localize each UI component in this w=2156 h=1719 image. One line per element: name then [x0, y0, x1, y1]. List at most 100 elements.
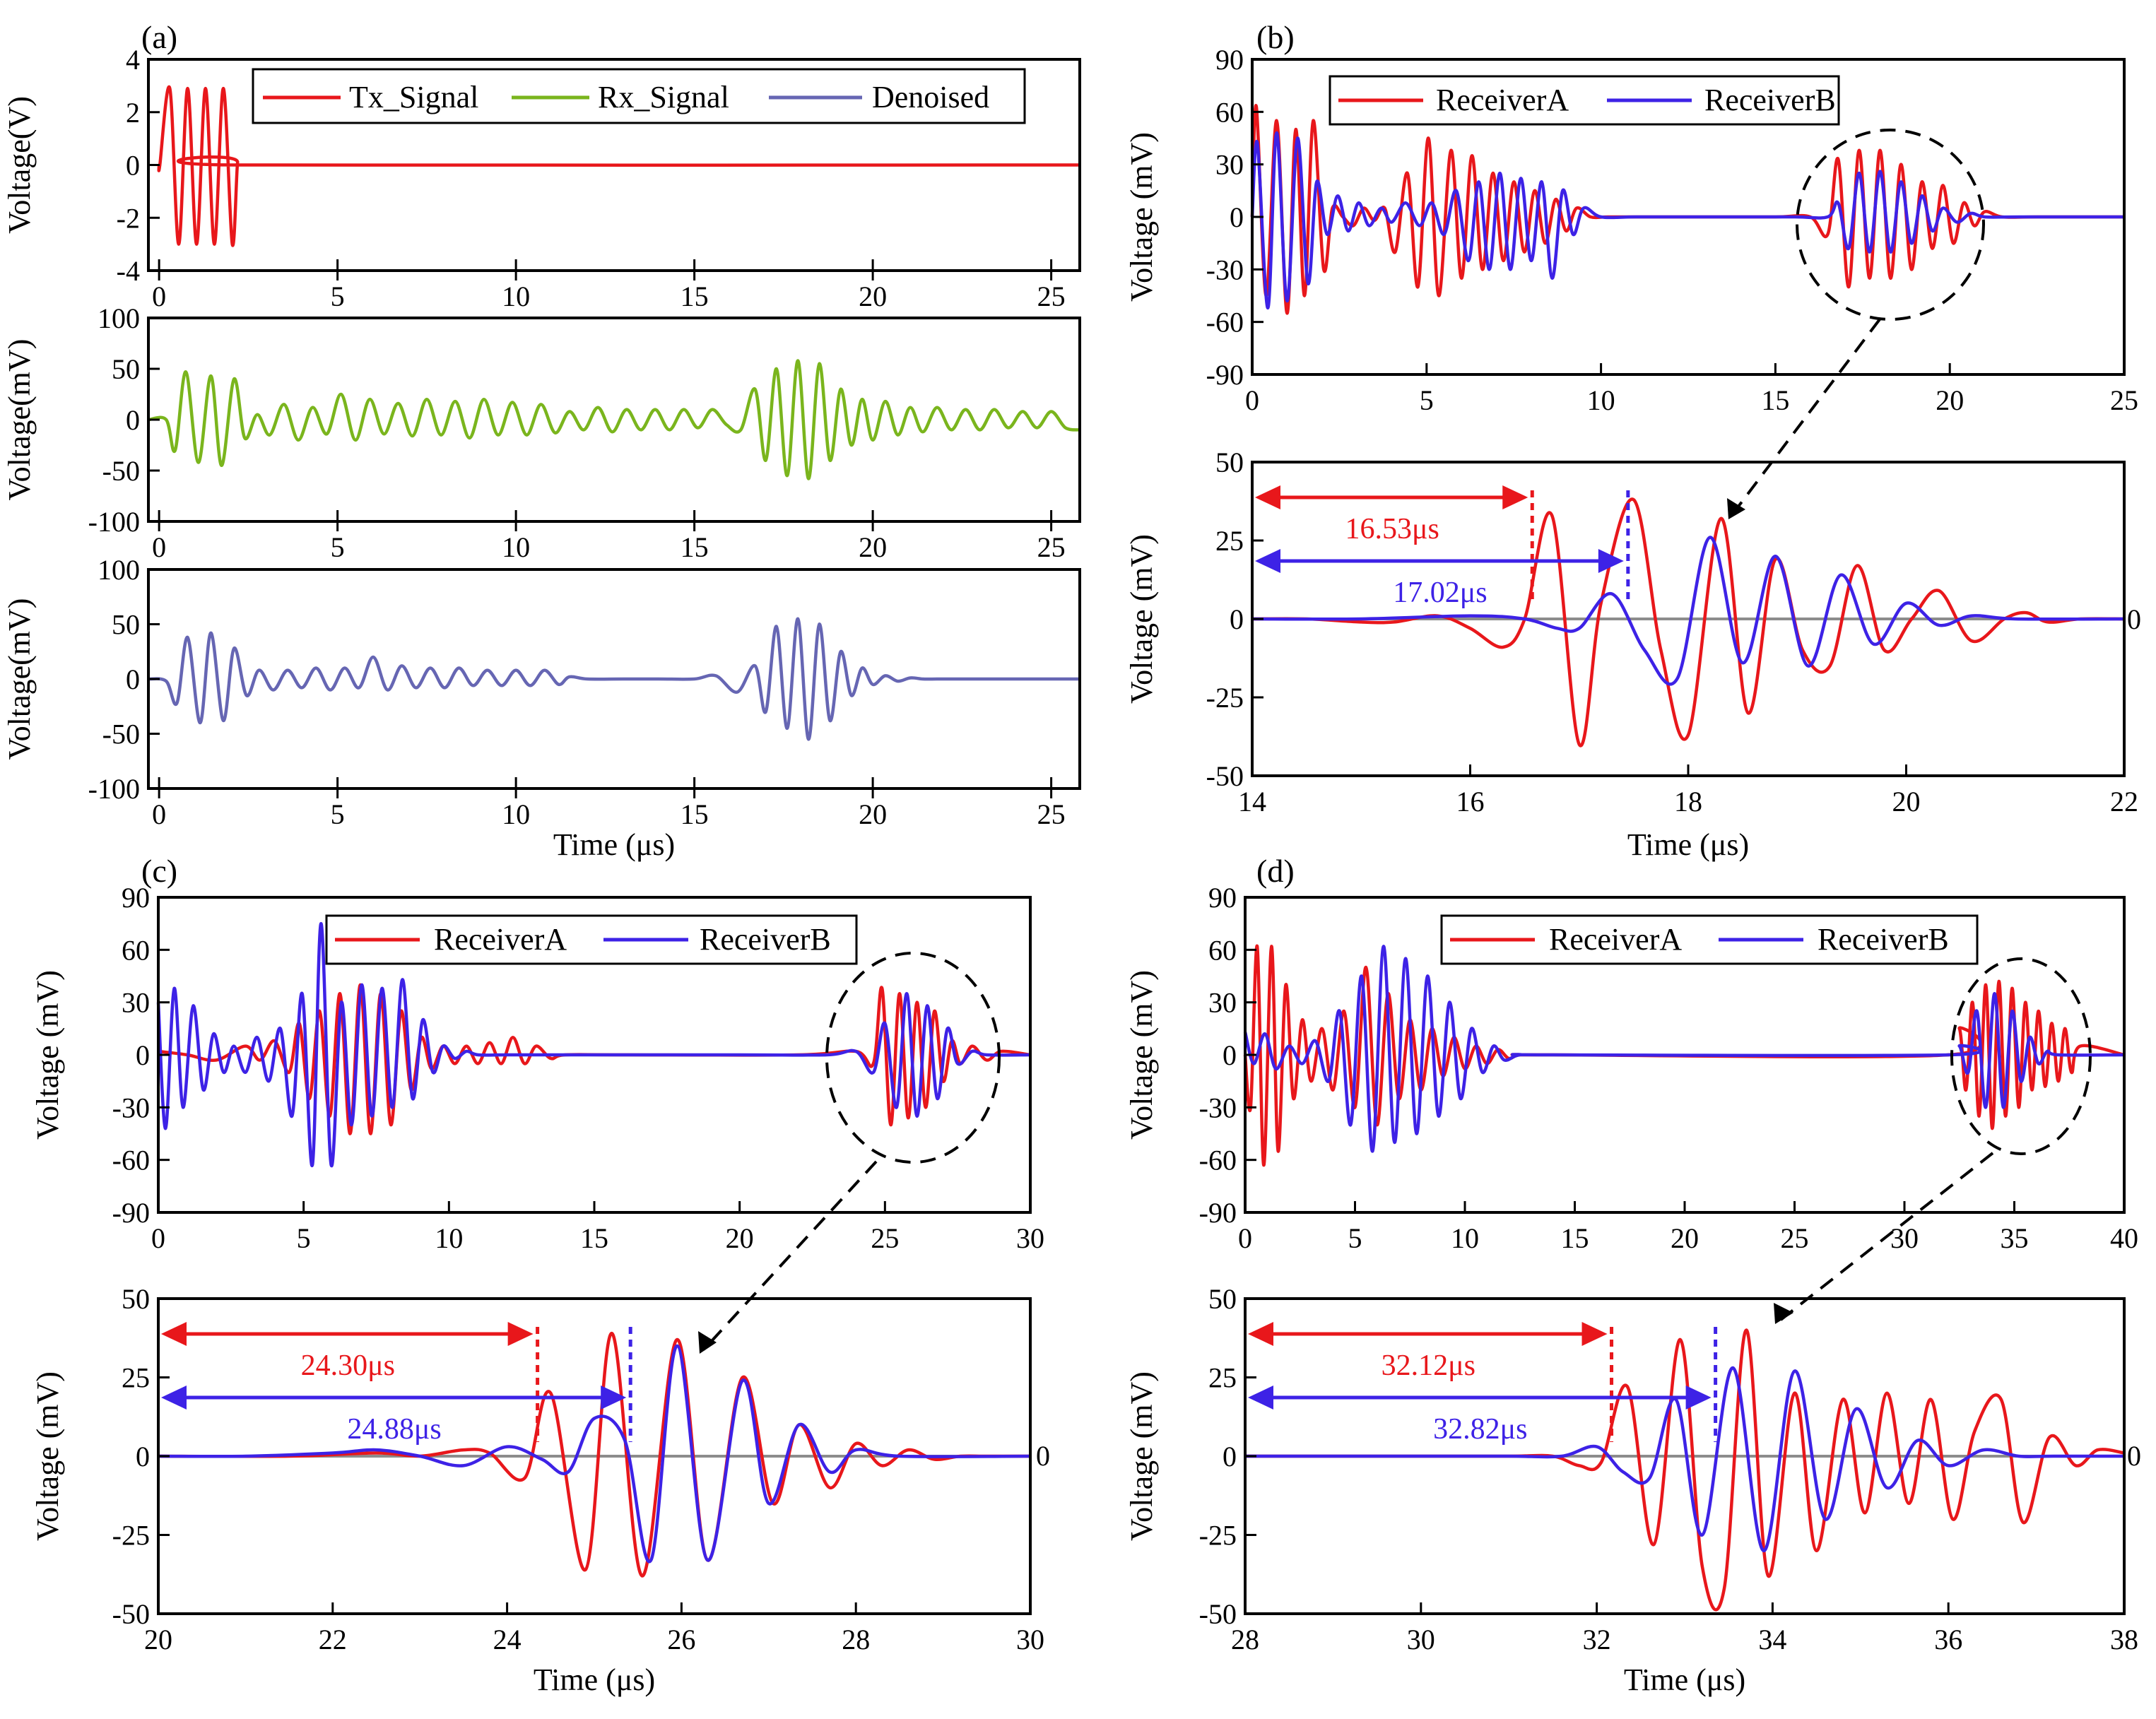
x-tick-label: 38	[2110, 1624, 2138, 1655]
x-tick-label: 0	[152, 798, 166, 830]
series-receiverb	[156, 921, 1031, 1168]
x-tick-label: 0	[1245, 384, 1259, 416]
zoom-callout-b	[1730, 129, 1985, 517]
x-tick-label: 40	[2110, 1222, 2138, 1254]
y-tick-label: 0	[1230, 201, 1244, 233]
x-tick-label: 0	[152, 280, 166, 312]
y-tick-label: -100	[88, 773, 140, 805]
arrow-head-left	[1255, 485, 1280, 509]
chart-c-full: 0 5 10 15 20 25 30 -90 -60 -30 0 30 60 90 Voltage (mV)	[30, 882, 1044, 1254]
y-axis-label: Voltage(mV)	[2, 598, 37, 760]
y-tick-label: 50	[112, 609, 140, 641]
x-tick-label: 20	[144, 1624, 172, 1655]
zero-marker-d: 0	[2127, 1440, 2141, 1472]
legend-label-receiver-b: ReceiverB	[1704, 83, 1836, 117]
legend-label-receiver-a: ReceiverA	[1436, 83, 1569, 117]
y-tick-label: 100	[98, 554, 140, 586]
x-tick-label: 22	[2110, 786, 2138, 817]
arrival-time-label: 24.30μs	[301, 1349, 395, 1382]
chart-c-zoom: 20 22 24 26 28 30 -50 -25 0 25 50 Voltage (mV) Time …	[30, 1283, 1044, 1697]
x-tick-label: 15	[1561, 1222, 1589, 1254]
arrow-head-left	[1248, 1322, 1273, 1346]
x-tick-label: 5	[331, 798, 345, 830]
arrowheads	[698, 498, 1793, 1354]
x-tick-label: 30	[1890, 1222, 1919, 1254]
arrival-time-label: 32.82μs	[1433, 1413, 1527, 1446]
plot-frame	[147, 317, 1081, 523]
zoom-arrowhead-b	[1727, 498, 1745, 519]
zoom-circle-b	[1796, 129, 1985, 321]
x-tick-label: 30	[1016, 1222, 1044, 1254]
y-tick-label: -50	[112, 1598, 150, 1630]
zoom-circle-d	[1950, 957, 2092, 1155]
x-tick-label: 0	[151, 1222, 165, 1254]
y-tick-label: 90	[1215, 44, 1244, 76]
arrival-time-label: 24.88μs	[347, 1413, 441, 1446]
zoom-callout-c	[702, 952, 1001, 1351]
series-receiverb	[1250, 131, 2124, 310]
zoom-arrowhead-c	[698, 1331, 717, 1354]
series-receivera	[1245, 1328, 2125, 1612]
legend-label-receiver-a: ReceiverA	[434, 922, 567, 957]
x-tick-label: 36	[1934, 1624, 1962, 1655]
y-tick-label: -60	[1206, 307, 1244, 338]
x-tick-label: 25	[1037, 531, 1066, 563]
x-tick-label: 14	[1238, 786, 1266, 817]
x-tick-label: 0	[152, 531, 166, 563]
x-tick-label: 34	[1758, 1624, 1786, 1655]
x-tick-label: 20	[1892, 786, 1921, 817]
y-axis-label: Voltage(mV)	[2, 339, 37, 501]
y-tick-label: -90	[1206, 359, 1244, 391]
series-receiverb	[1245, 1366, 2124, 1553]
series-receiverb	[1251, 536, 2125, 686]
y-axis-label: Voltage (mV)	[1124, 970, 1159, 1140]
y-tick-label: 50	[122, 1283, 150, 1315]
x-tick-label: 35	[2001, 1222, 2029, 1254]
y-tick-label: -50	[102, 455, 140, 487]
zero-marker-c: 0	[1036, 1440, 1050, 1472]
y-tick-label: 25	[122, 1362, 150, 1394]
y-tick-label: 50	[1215, 447, 1244, 478]
x-tick-label: 20	[859, 280, 887, 312]
x-tick-label: 10	[502, 798, 530, 830]
x-tick-label: 20	[859, 531, 887, 563]
series-denoised	[148, 617, 1080, 741]
x-tick-label: 30	[1016, 1624, 1044, 1655]
x-tick-label: 20	[1671, 1222, 1699, 1254]
zoom-circle-c	[825, 952, 1001, 1164]
arrow-head-left	[161, 1386, 187, 1410]
legend-label-denoised: Denoised	[872, 80, 989, 114]
series-receivera	[1251, 497, 2125, 748]
legend-a: Tx_Signal Rx_Signal Denoised	[252, 68, 1026, 124]
y-tick-label: 25	[1208, 1362, 1237, 1394]
x-tick-label: 25	[1037, 280, 1066, 312]
legend-b: ReceiverA ReceiverB	[1329, 75, 1840, 126]
zoom-arrow-c	[702, 1160, 878, 1351]
x-tick-label: 15	[681, 531, 709, 563]
arrow-head-right	[1598, 549, 1624, 573]
x-tick-label: 32	[1583, 1624, 1611, 1655]
x-tick-label: 5	[1348, 1222, 1362, 1254]
series-receivera	[1243, 945, 2125, 1167]
x-tick-label: 20	[1936, 384, 1964, 416]
x-tick-label: 15	[1761, 384, 1789, 416]
x-tick-label: 15	[681, 280, 709, 312]
y-tick-label: 0	[136, 1441, 150, 1472]
zoom-arrow-d	[1779, 1152, 1994, 1321]
y-tick-label: 50	[112, 353, 140, 385]
x-tick-label: 10	[1451, 1222, 1479, 1254]
legend-label-receiver-a: ReceiverA	[1549, 922, 1682, 957]
legend-d: ReceiverA ReceiverB	[1440, 914, 1979, 965]
y-tick-label: -25	[1206, 682, 1244, 714]
y-tick-label: 90	[122, 882, 150, 914]
legend-label-tx: Tx_Signal	[349, 80, 478, 114]
x-tick-label: 20	[859, 798, 887, 830]
x-axis-label: Time (μs)	[553, 827, 675, 862]
y-tick-label: 30	[122, 987, 150, 1019]
series-tx-signal	[157, 85, 1080, 247]
y-tick-label: 0	[1230, 603, 1244, 635]
x-tick-label: 18	[1674, 786, 1702, 817]
panel-label-a: (a)	[141, 19, 177, 55]
y-tick-label: -100	[88, 506, 140, 538]
